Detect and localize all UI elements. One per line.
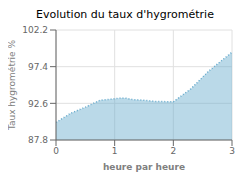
svg-text:87.8: 87.8 — [28, 135, 48, 145]
svg-text:2: 2 — [170, 146, 176, 156]
svg-text:1: 1 — [112, 146, 118, 156]
svg-text:97.4: 97.4 — [28, 62, 48, 72]
svg-text:3: 3 — [229, 146, 235, 156]
html-text:Evolution du taux d'hygrométri: Evolution du taux d'hygrométrie — [36, 8, 214, 21]
svg-text:92.6: 92.6 — [28, 99, 48, 109]
svg-text:heure par heure: heure par heure — [103, 162, 185, 172]
svg-text:Taux hygrométrie %: Taux hygrométrie % — [8, 39, 17, 131]
svg-text:0: 0 — [53, 146, 59, 156]
svg-text:102.2: 102.2 — [22, 25, 48, 35]
